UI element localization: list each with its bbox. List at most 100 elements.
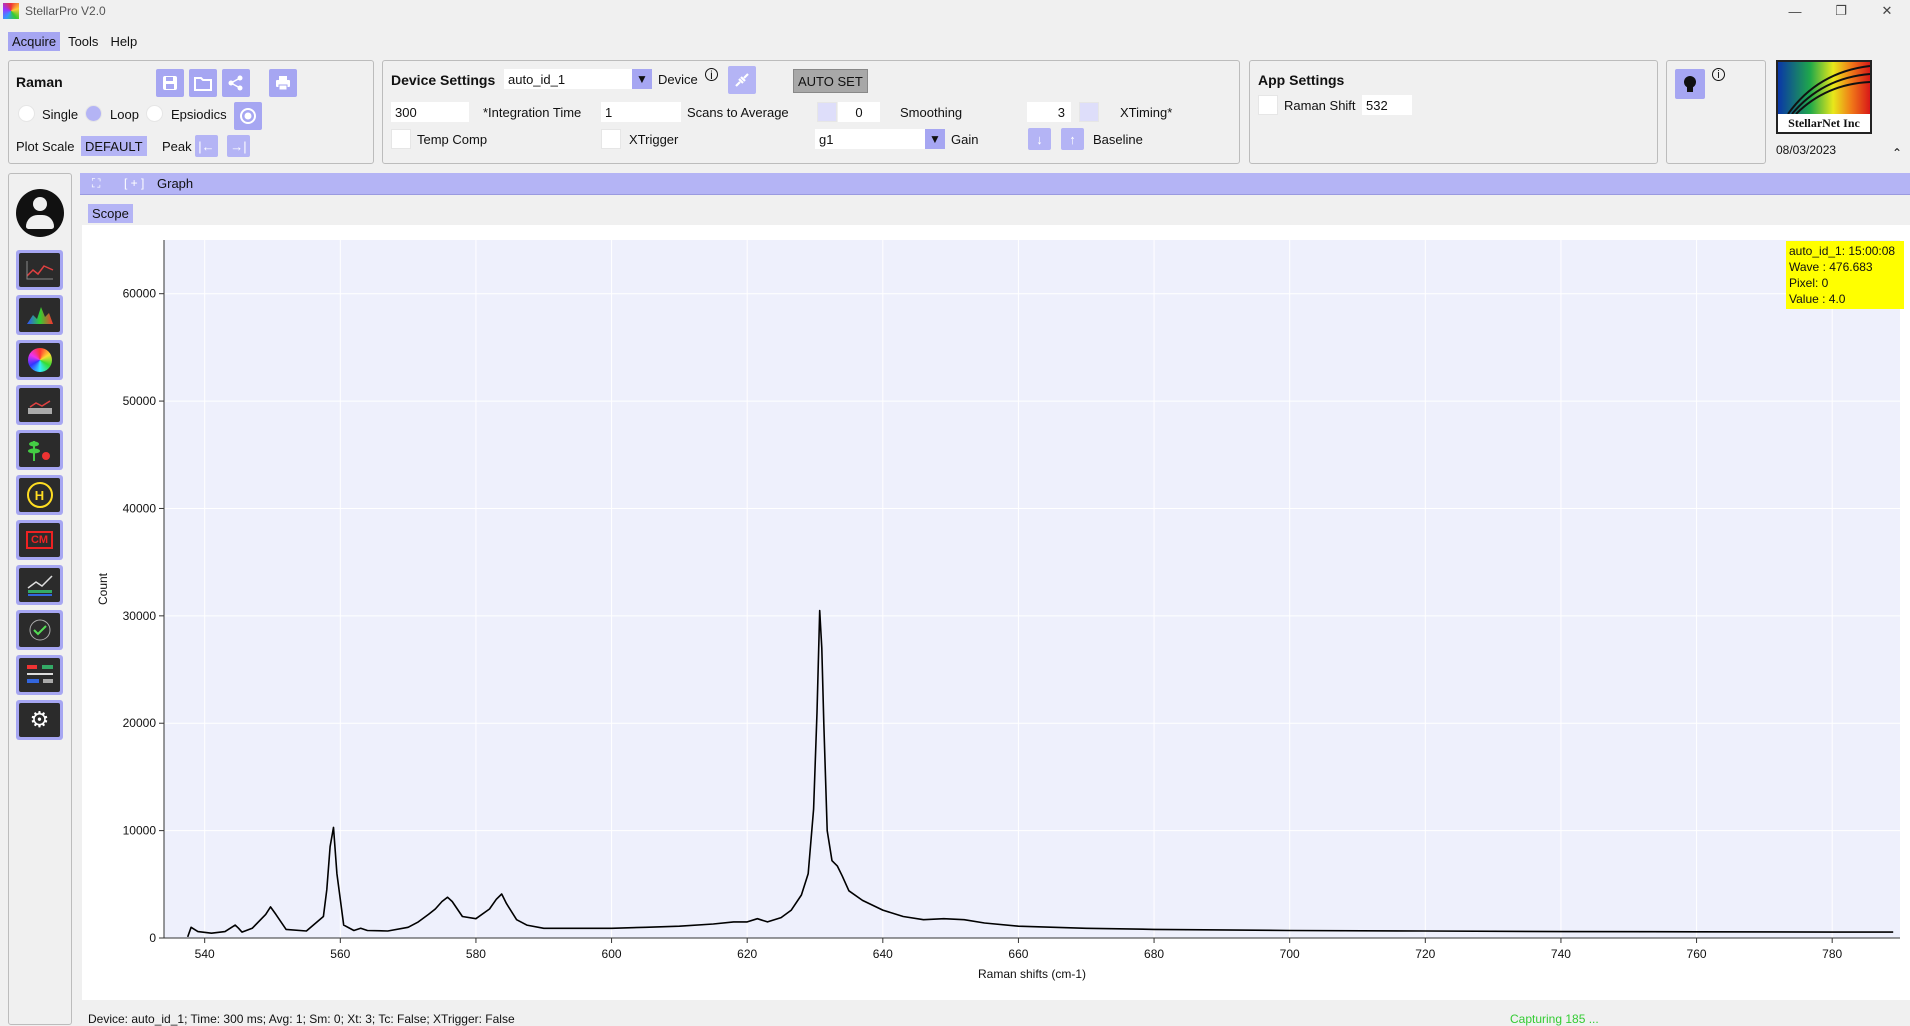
tab-scope[interactable]: Scope [88, 204, 133, 223]
mode-single-radio[interactable] [18, 105, 35, 122]
device-info-icon[interactable]: i [705, 68, 718, 82]
raman-panel: Raman Single Loop Epsiodics Plot Scale D… [8, 60, 374, 164]
peak-right-icon: →| [230, 138, 247, 154]
h-badge-icon: H [19, 478, 60, 512]
chevron-down-icon: ▼ [929, 132, 941, 146]
y-axis-label: Count [96, 572, 110, 605]
baseline-down-button[interactable]: ↓ [1028, 128, 1051, 150]
mode-single-label: Single [42, 107, 79, 122]
color-wheel-icon [19, 343, 60, 377]
fullscreen-icon[interactable]: ⛶ [92, 176, 101, 190]
menu-acquire[interactable]: Acquire [8, 32, 61, 51]
share-icon [228, 75, 243, 91]
integration-time-input[interactable]: 300 [391, 102, 469, 122]
status-device-info: Device: auto_id_1; Time: 300 ms; Avg: 1;… [88, 1012, 515, 1026]
peak-left-icon: |← [198, 138, 215, 154]
title-bar: StellarPro V2.0 — ❐ ✕ [0, 0, 1910, 22]
plot-area[interactable]: 540 560 580 600 620 640 660 680 700 720 740 760 780 0… [82, 225, 1910, 1000]
expand-icon[interactable]: [ + ] [124, 176, 145, 190]
app-logo-icon [3, 3, 19, 19]
connect-device-button[interactable] [728, 66, 756, 94]
collapse-toolbar-icon[interactable]: ⌃ [1892, 146, 1903, 160]
scans-to-average-input[interactable]: 1 [601, 102, 681, 122]
user-avatar-icon[interactable] [16, 189, 64, 237]
raman-shift-input[interactable]: 532 [1362, 95, 1412, 115]
sidebar-item-scope[interactable] [16, 250, 63, 290]
x-tick-label: 740 [1551, 947, 1571, 961]
device-select[interactable]: auto_id_1 [504, 69, 632, 89]
sidebar-item-layout[interactable] [16, 655, 63, 695]
menu-help[interactable]: Help [110, 34, 138, 49]
hint-info-icon[interactable]: i [1712, 68, 1725, 81]
cursor-tooltip: auto_id_1: 15:00:08 Wave : 476.683 Pixel… [1786, 241, 1904, 309]
raman-shift-checkbox[interactable] [1258, 95, 1278, 115]
lightbulb-icon [1684, 76, 1696, 92]
sidebar-item-spectrum[interactable] [16, 295, 63, 335]
line-graph-icon [19, 253, 60, 287]
print-icon [276, 76, 290, 91]
cm-badge-icon: CM [19, 523, 60, 557]
sidebar-item-settings[interactable]: ⚙ [16, 700, 63, 740]
sidebar-item-absorbance[interactable] [16, 385, 63, 425]
status-bar: Device: auto_id_1; Time: 300 ms; Avg: 1;… [80, 1008, 1910, 1026]
window-controls: — ❐ ✕ [1772, 0, 1910, 22]
trend-chart-icon [19, 568, 60, 602]
plant-icon [19, 433, 60, 467]
folder-open-icon [194, 77, 212, 91]
record-button[interactable] [234, 102, 262, 130]
integration-time-label: *Integration Time [483, 105, 582, 120]
arrow-down-icon: ↓ [1036, 131, 1043, 147]
xtiming-toggle[interactable] [1079, 102, 1099, 122]
logo-swoosh-icon [1787, 65, 1870, 115]
mode-episodics-radio[interactable] [146, 105, 163, 122]
auto-set-button[interactable]: AUTO SET [793, 69, 868, 93]
x-axis-label: Raman shifts (cm-1) [978, 967, 1086, 981]
menu-tools[interactable]: Tools [68, 34, 99, 49]
sidebar-item-h[interactable]: H [16, 475, 63, 515]
raman-title: Raman [16, 74, 63, 90]
chevron-down-icon: ▼ [636, 72, 648, 86]
device-label: Device [658, 72, 698, 87]
xtiming-input[interactable]: 3 [1027, 102, 1071, 122]
spectrum-chart[interactable]: 540 560 580 600 620 640 660 680 700 720 740 760 780 0… [82, 225, 1910, 1000]
share-button[interactable] [222, 69, 250, 97]
mode-loop-radio[interactable] [85, 105, 102, 122]
save-button[interactable] [156, 69, 184, 97]
check-circle-icon [19, 613, 60, 647]
logo-text: StellarNet Inc [1778, 114, 1870, 132]
peak-left-button[interactable]: |← [195, 135, 218, 157]
temp-comp-checkbox[interactable] [391, 129, 411, 149]
company-logo: StellarNet Inc [1776, 60, 1872, 134]
window-title: StellarPro V2.0 [25, 4, 106, 18]
gain-select[interactable]: g1 [815, 129, 925, 149]
baseline-up-button[interactable]: ↑ [1061, 128, 1084, 150]
minimize-icon[interactable]: — [1788, 3, 1802, 19]
x-tick-label: 640 [873, 947, 893, 961]
xtrigger-checkbox[interactable] [601, 129, 621, 149]
gain-label: Gain [951, 132, 979, 147]
status-capturing: Capturing 185 ... [1510, 1012, 1599, 1026]
close-icon[interactable]: ✕ [1881, 3, 1893, 18]
graph-header: [ + ] ⛶ Graph [80, 173, 1910, 195]
open-button[interactable] [189, 69, 217, 97]
device-dropdown-button[interactable]: ▼ [632, 69, 652, 89]
plot-scale-label: Plot Scale [16, 139, 75, 154]
sidebar-item-color[interactable] [16, 340, 63, 380]
peak-right-button[interactable]: →| [227, 135, 250, 157]
sidebar-item-trend[interactable] [16, 565, 63, 605]
device-settings-panel: Device Settings auto_id_1 ▼ Device i AUT… [382, 60, 1240, 164]
smoothing-input[interactable]: 0 [838, 102, 880, 122]
restore-icon[interactable]: ❐ [1835, 3, 1847, 18]
sidebar-item-check[interactable] [16, 610, 63, 650]
sidebar-item-cm[interactable]: CM [16, 520, 63, 560]
sidebar-item-plants[interactable] [16, 430, 63, 470]
y-tick-label: 60000 [123, 287, 157, 301]
logo-date: 08/03/2023 [1776, 143, 1837, 157]
x-tick-label: 540 [195, 947, 215, 961]
hint-button[interactable] [1675, 69, 1705, 99]
plot-scale-button[interactable]: DEFAULT [81, 136, 147, 156]
print-button[interactable] [269, 69, 297, 97]
x-tick-label: 780 [1822, 947, 1842, 961]
gain-dropdown-button[interactable]: ▼ [925, 129, 945, 149]
smoothing-toggle[interactable] [817, 102, 837, 122]
